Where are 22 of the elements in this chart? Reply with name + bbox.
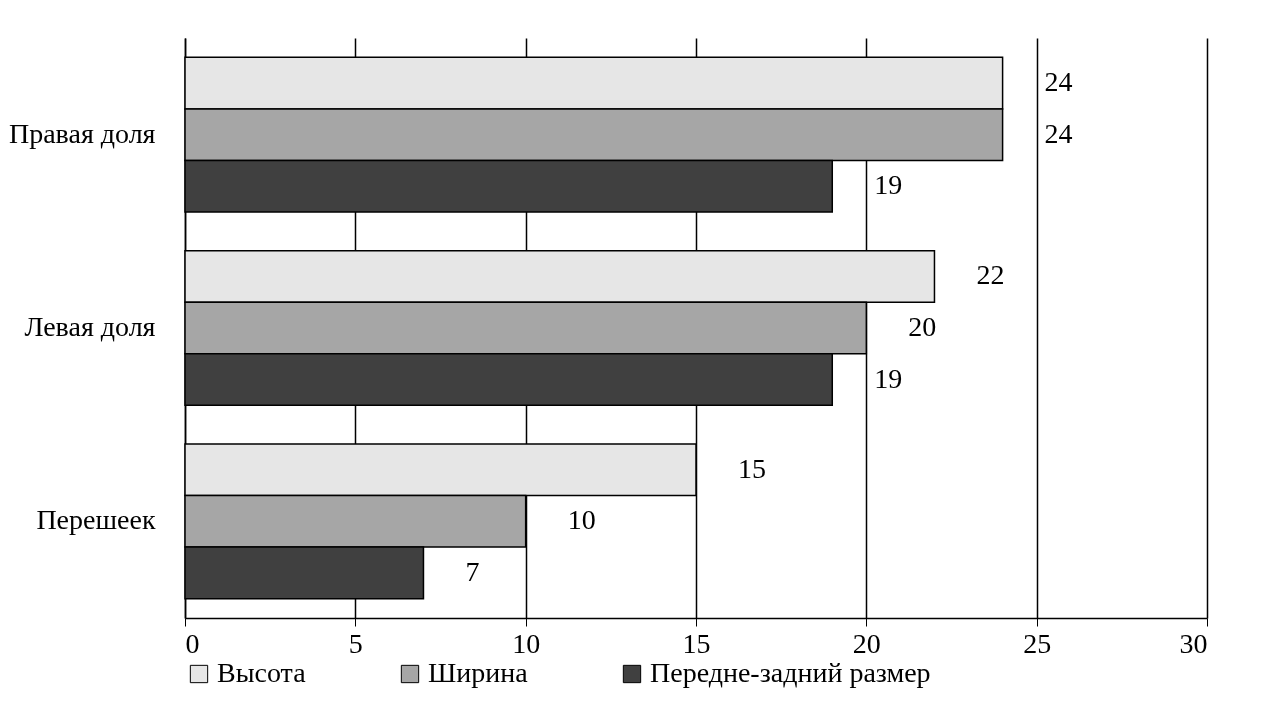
legend-label: Высота (217, 657, 307, 688)
data-label: 24 (1044, 66, 1073, 98)
x-tick-label: 0 (185, 627, 200, 659)
data-label: 20 (908, 311, 937, 342)
legend-label: Ширина (428, 657, 529, 688)
x-tick-label: 20 (852, 627, 881, 659)
y-tick-label: Правая доля (8, 117, 156, 149)
x-tick-label: 5 (348, 627, 363, 659)
x-tick-label: 10 (512, 627, 541, 659)
data-label: 7 (465, 555, 480, 587)
y-tick-label: Перешеек (36, 504, 156, 536)
y-tick-label: Левая доля (24, 311, 156, 342)
data-label: 19 (874, 169, 903, 201)
x-tick-label: 15 (682, 627, 711, 659)
x-tick-label: 25 (1023, 627, 1052, 659)
data-label: 22 (976, 259, 1005, 291)
data-label: 24 (1044, 117, 1073, 149)
x-tick-label: 30 (1179, 627, 1208, 659)
data-label: 15 (738, 452, 766, 484)
data-label: 10 (567, 504, 596, 536)
data-label: 19 (874, 362, 903, 394)
legend-label: Передне-задний размер (650, 657, 931, 688)
